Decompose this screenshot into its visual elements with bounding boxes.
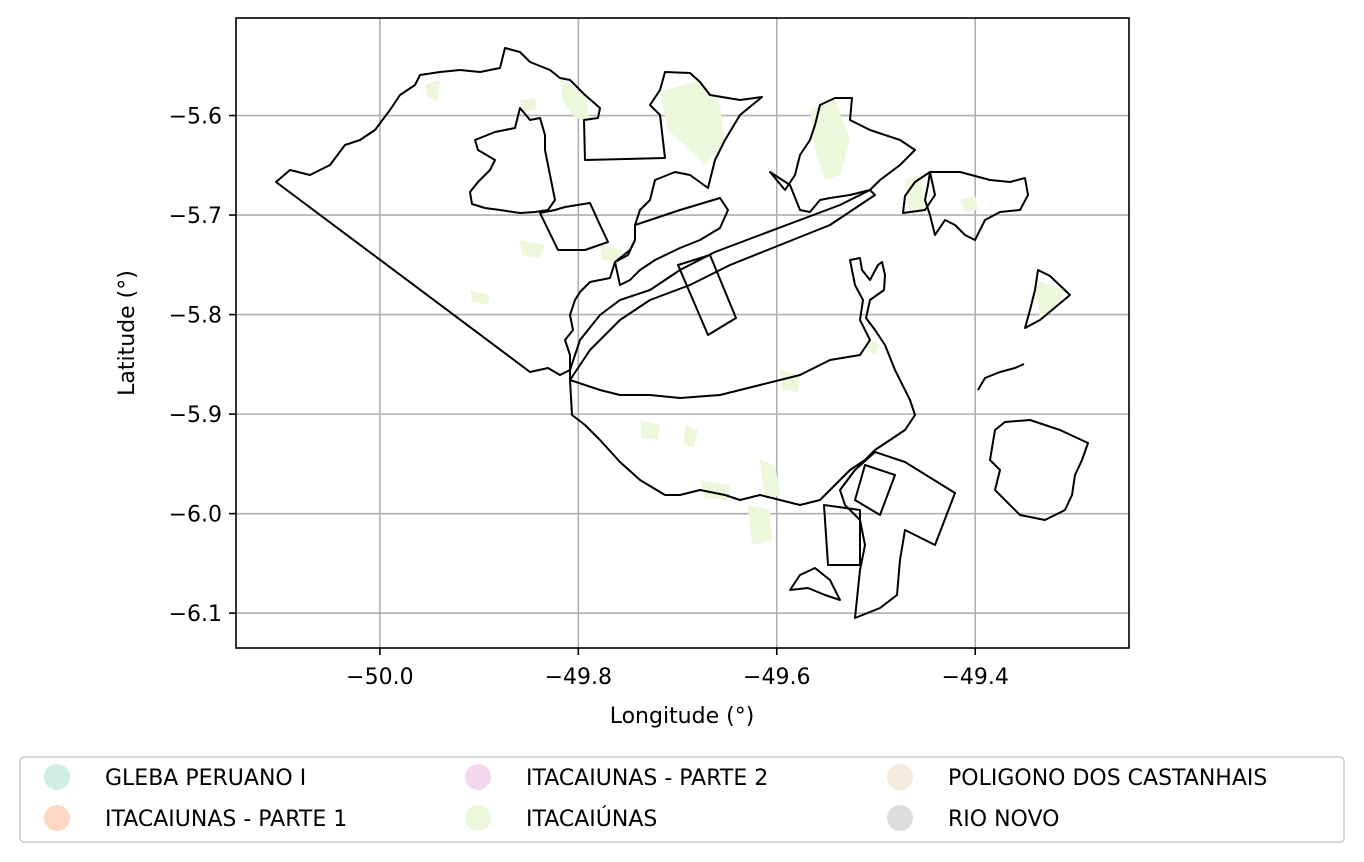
boundary-se-subdivision-2 bbox=[823, 504, 861, 566]
legend: GLEBA PERUANO I ITACAIUNAS - PARTE 1 ITACA… bbox=[19, 756, 1345, 843]
y-tick-label: −5.9 bbox=[169, 403, 222, 428]
forest-patch bbox=[960, 195, 978, 212]
legend-label: GLEBA PERUANO I bbox=[105, 766, 306, 791]
forest-patch bbox=[640, 420, 660, 440]
forest-patch bbox=[748, 505, 772, 545]
forest-patches bbox=[425, 78, 1065, 545]
forest-patch bbox=[810, 100, 850, 180]
y-tick-label: −5.6 bbox=[169, 105, 222, 130]
boundary-north-central bbox=[769, 97, 916, 213]
legend-label: ITACAIUNAS - PARTE 1 bbox=[105, 807, 347, 832]
boundary-inner-2 bbox=[539, 202, 609, 251]
boundary-northeast bbox=[924, 171, 1029, 241]
legend-label: RIO NOVO bbox=[948, 807, 1059, 832]
forest-patch bbox=[1035, 280, 1065, 318]
legend-label: POLIGONO DOS CASTANHAIS bbox=[948, 766, 1267, 791]
legend-marker bbox=[887, 805, 913, 831]
legend-marker bbox=[44, 805, 70, 831]
y-tick-label: −6.1 bbox=[169, 602, 222, 627]
boundary-east bbox=[989, 419, 1089, 521]
forest-patch bbox=[684, 425, 698, 448]
y-axis: −5.6 −5.7 −5.8 −5.9 −6.0 −6.1 bbox=[169, 105, 236, 627]
x-tick-label: −50.0 bbox=[346, 665, 413, 690]
y-tick-label: −5.8 bbox=[169, 304, 222, 329]
forest-patch bbox=[760, 460, 780, 500]
y-axis-label: Latitude (°) bbox=[115, 270, 140, 396]
boundary-northeast-small bbox=[902, 171, 936, 214]
boundary-slanted-box bbox=[677, 254, 737, 336]
x-tick-label: −49.8 bbox=[545, 665, 612, 690]
forest-patch bbox=[600, 245, 622, 262]
forest-patch bbox=[780, 370, 800, 392]
axes-frame bbox=[235, 17, 1130, 649]
boundaries bbox=[275, 47, 1089, 619]
x-tick-label: −49.6 bbox=[743, 665, 810, 690]
boundary-far-east bbox=[1024, 269, 1071, 329]
forest-patch bbox=[560, 78, 590, 120]
forest-patch bbox=[520, 240, 545, 258]
legend-marker bbox=[465, 805, 491, 831]
y-tick-label: −5.7 bbox=[169, 204, 222, 229]
legend-marker bbox=[44, 764, 70, 790]
boundary-central-connector bbox=[614, 197, 729, 286]
boundary-southeast-cluster bbox=[839, 451, 956, 619]
legend-label: ITACAIÚNAS bbox=[526, 806, 657, 832]
boundary-center-strip bbox=[569, 189, 876, 381]
boundary-west bbox=[275, 47, 763, 376]
forest-patch bbox=[905, 175, 925, 215]
boundary-south-small bbox=[789, 567, 841, 601]
y-tick-label: −6.0 bbox=[169, 503, 222, 528]
legend-label: ITACAIUNAS - PARTE 2 bbox=[526, 766, 768, 791]
boundary-east-line bbox=[977, 363, 1025, 391]
forest-patch bbox=[868, 340, 880, 355]
forest-patch bbox=[520, 98, 536, 112]
boundary-inner-1 bbox=[469, 107, 556, 214]
x-axis: −50.0 −49.8 −49.6 −49.4 bbox=[346, 648, 1009, 690]
boundary-central bbox=[569, 257, 916, 506]
legend-frame bbox=[19, 756, 1345, 843]
forest-patch bbox=[470, 290, 490, 305]
forest-patch bbox=[660, 80, 725, 165]
x-axis-label: Longitude (°) bbox=[610, 704, 755, 729]
boundary-se-subdivision-1 bbox=[854, 464, 896, 516]
legend-marker bbox=[465, 764, 491, 790]
forest-patch bbox=[425, 80, 440, 100]
x-tick-label: −49.4 bbox=[941, 665, 1008, 690]
legend-marker bbox=[887, 764, 913, 790]
